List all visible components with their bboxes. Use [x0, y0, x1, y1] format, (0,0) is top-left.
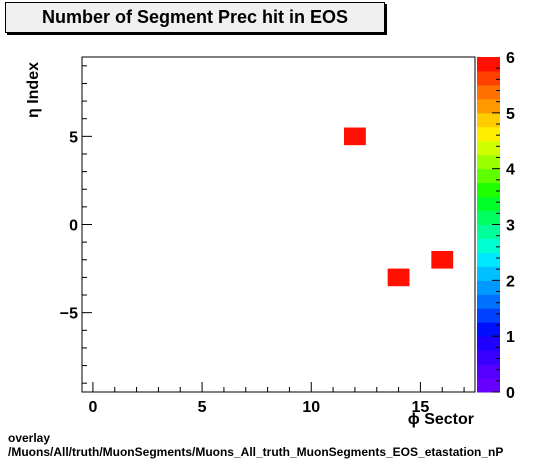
color-scale-band [477, 70, 500, 86]
color-scale-band [477, 364, 500, 379]
color-scale-band [477, 210, 500, 225]
color-scale: 0 1 2 3 4 5 6 [477, 50, 515, 402]
color-scale-band [477, 126, 500, 142]
z-tick-label: 5 [506, 106, 515, 123]
heatmap-cell [431, 250, 454, 269]
heatmap-cells [344, 127, 454, 287]
z-tick-label: 6 [506, 50, 515, 67]
color-scale-band [477, 280, 500, 295]
color-scale-band [477, 224, 500, 239]
color-scale-band [477, 140, 500, 156]
heatmap-cell [387, 268, 410, 287]
color-scale-band [477, 336, 500, 351]
color-scale-band [477, 112, 500, 128]
color-scale-band [477, 168, 500, 184]
x-tick-label: 0 [88, 399, 97, 416]
color-scale-band [477, 308, 500, 323]
color-scale-band [477, 238, 500, 253]
x-axis-label: ϕ Sector [408, 411, 474, 428]
chart-title: Number of Segment Prec hit in EOS [5, 2, 385, 33]
color-scale-band [477, 294, 500, 309]
z-tick-label: 1 [506, 329, 515, 346]
y-axis-label: η Index [25, 62, 42, 118]
heatmap-cell [344, 127, 366, 146]
z-tick-label: 3 [506, 218, 515, 235]
z-tick-label: 4 [506, 162, 515, 179]
footer: overlay /Muons/All/truth/MuonSegments/Mu… [8, 431, 503, 459]
color-scale-band [477, 350, 500, 365]
z-tick-label: 2 [506, 273, 515, 290]
x-axis: 0 5 10 15 [88, 382, 465, 416]
color-scale-band [477, 252, 500, 267]
x-tick-label: 10 [302, 399, 320, 416]
y-axis: −5 0 5 [60, 65, 92, 384]
footer-line-1: overlay [8, 431, 51, 445]
color-scale-band [477, 98, 500, 114]
footer-line-2: /Muons/All/truth/MuonSegments/Muons_All_… [8, 445, 504, 459]
y-tick-label: 5 [69, 129, 78, 146]
z-tick-label: 0 [506, 385, 515, 402]
color-scale-band [477, 182, 500, 198]
y-tick-label: −5 [60, 306, 78, 323]
color-scale-band [477, 378, 500, 393]
x-tick-label: 5 [198, 399, 207, 416]
plot-frame [81, 56, 476, 393]
color-scale-band [477, 154, 500, 170]
color-scale-band [477, 84, 500, 100]
color-scale-band [477, 196, 500, 212]
y-tick-label: 0 [69, 218, 78, 235]
color-scale-band [477, 322, 500, 337]
color-scale-band [477, 57, 500, 72]
color-scale-band [477, 266, 500, 281]
x-tick-label: 15 [412, 399, 430, 416]
